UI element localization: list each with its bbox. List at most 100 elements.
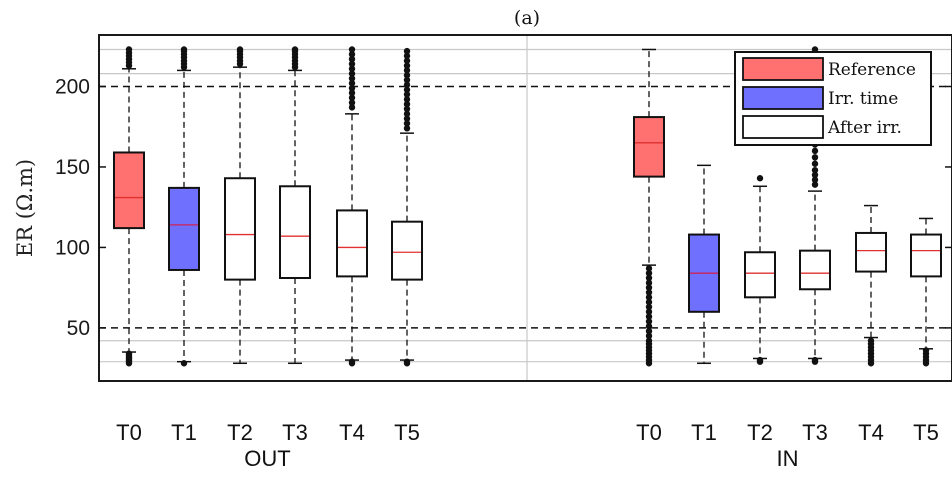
x-tick-label: T1	[171, 420, 197, 445]
outlier-point	[645, 274, 653, 282]
outlier-point	[645, 265, 653, 272]
y-axis-label: ER (Ω.m)	[13, 159, 37, 257]
outlier-point	[922, 347, 930, 354]
outlier-point	[811, 160, 819, 167]
outlier-point	[348, 65, 356, 72]
outlier-point	[645, 294, 653, 301]
outlier-point	[403, 91, 411, 98]
outlier-point	[403, 358, 411, 365]
outlier-point	[811, 171, 819, 179]
outlier-point	[348, 80, 356, 87]
box-body	[336, 209, 368, 278]
box-body	[224, 177, 256, 281]
outlier-point	[348, 55, 356, 63]
outlier-point	[645, 289, 653, 296]
outlier-point	[180, 360, 188, 367]
x-tick-label: T4	[858, 420, 884, 445]
outlier-point	[645, 279, 653, 287]
chart-title: (a)	[514, 7, 540, 29]
outlier-point	[291, 46, 299, 53]
x-tick-label: T4	[339, 420, 365, 445]
outlier-point	[348, 46, 356, 53]
outlier-point	[403, 86, 411, 93]
box-body	[799, 249, 831, 291]
outlier-point	[403, 72, 411, 79]
y-tick-label: 100	[55, 236, 90, 259]
x-tick-label: T1	[691, 420, 717, 445]
box-out-t2	[224, 46, 256, 365]
legend-label: Irr. time	[828, 89, 898, 109]
outlier-point	[645, 313, 653, 320]
outlier-point	[645, 318, 653, 325]
outlier-point	[348, 99, 356, 106]
outlier-point	[645, 298, 653, 306]
outlier-point	[645, 269, 653, 277]
box-in-t0	[633, 48, 665, 367]
outlier-point	[756, 175, 764, 182]
y-tick-label: 150	[55, 156, 90, 179]
outlier-point	[403, 47, 411, 55]
legend-swatch	[742, 57, 824, 81]
box-body	[113, 151, 145, 230]
outlier-point	[403, 125, 411, 132]
outlier-point	[236, 46, 244, 53]
outlier-point	[403, 52, 411, 60]
box-out-t3	[279, 46, 311, 365]
outlier-point	[403, 120, 411, 127]
box-body	[391, 220, 423, 281]
x-tick-label: T5	[913, 420, 939, 445]
outlier-point	[348, 94, 356, 101]
outlier-point	[645, 303, 653, 311]
y-tick-label: 50	[67, 317, 90, 340]
outlier-point	[125, 350, 133, 357]
box-body	[744, 251, 776, 299]
legend: Reference Irr. time After irr.	[734, 51, 932, 146]
outlier-point	[403, 57, 411, 64]
box-out-t1	[168, 46, 200, 367]
outlier-point	[348, 358, 356, 365]
outlier-point	[348, 60, 356, 68]
box-body	[855, 231, 887, 273]
outlier-point	[403, 101, 411, 108]
box-in-t4	[855, 204, 887, 367]
outlier-point	[645, 308, 653, 315]
x-axis-ticks: T0 T1 T2 T3 T4 T5 OUT T0 T1 T2 T3 T4 T5 IN	[116, 420, 939, 471]
outlier-point	[645, 284, 653, 291]
box-body	[910, 233, 942, 278]
outlier-point	[811, 147, 819, 155]
outlier-point	[125, 46, 133, 53]
x-tick-label: T3	[282, 420, 308, 445]
legend-label: Reference	[828, 60, 916, 80]
box-in-t5	[910, 217, 942, 367]
y-tick-label: 200	[55, 75, 90, 98]
y-axis-ticks: 50 100 150 200	[55, 75, 952, 340]
outlier-point	[403, 76, 411, 84]
x-tick-label: T0	[636, 420, 662, 445]
outlier-point	[645, 332, 653, 340]
outlier-point	[348, 84, 356, 92]
group-label-in: IN	[777, 446, 799, 471]
box-body	[279, 185, 311, 280]
box-in-t1	[688, 164, 720, 365]
legend-swatch	[742, 86, 824, 110]
outlier-point	[811, 356, 819, 364]
outlier-point	[348, 70, 356, 77]
outlier-point	[645, 327, 653, 335]
plot-area-frame	[98, 34, 952, 382]
legend-label: After irr.	[827, 118, 902, 138]
outlier-point	[348, 75, 356, 82]
outlier-point	[645, 337, 653, 344]
legend-swatch	[742, 115, 824, 139]
outlier-point	[403, 115, 411, 122]
group-label-out: OUT	[244, 446, 290, 471]
outlier-point	[403, 105, 411, 113]
box-in-t2	[744, 175, 776, 365]
outlier-point	[403, 96, 411, 103]
outlier-point	[403, 67, 411, 74]
box-out-t5	[391, 47, 423, 367]
box-body	[633, 116, 665, 178]
outlier-point	[403, 62, 411, 69]
outlier-point	[811, 154, 819, 161]
